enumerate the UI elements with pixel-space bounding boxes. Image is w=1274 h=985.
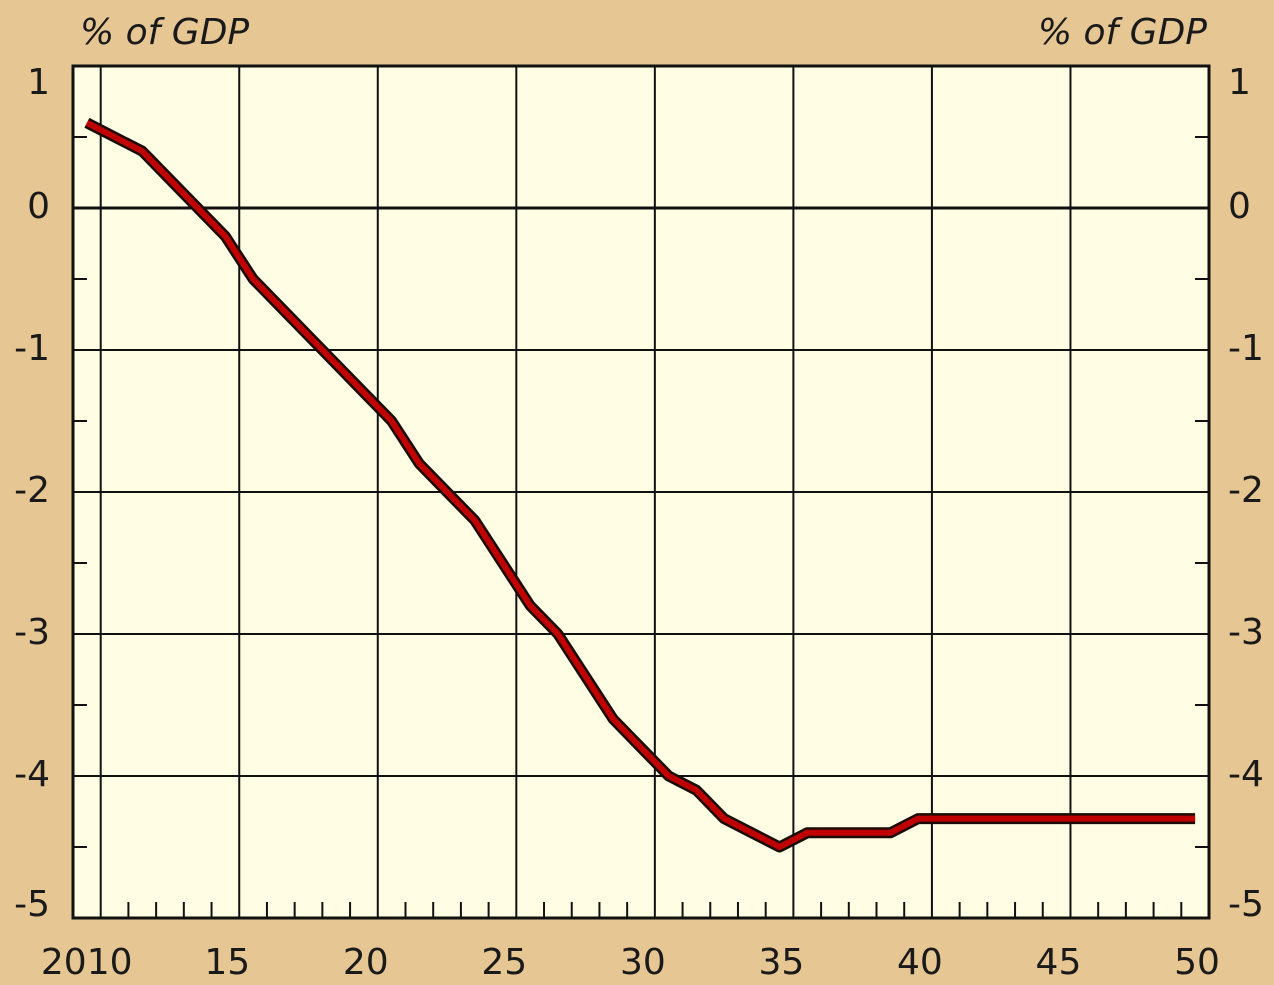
y-tick-label: -3 bbox=[14, 612, 50, 653]
x-tick-label: 2010 bbox=[41, 942, 133, 983]
y2-axis-title: % of GDP bbox=[1038, 12, 1207, 53]
x-tick-label: 25 bbox=[481, 942, 527, 983]
x-tick-label: 15 bbox=[204, 942, 250, 983]
x-tick-label: 45 bbox=[1036, 942, 1082, 983]
series-line bbox=[85, 120, 1196, 850]
y-tick-label: 0 bbox=[27, 186, 50, 227]
y-tick-label: -2 bbox=[14, 470, 50, 511]
x-tick-label: 50 bbox=[1174, 942, 1220, 983]
y2-tick-label: 1 bbox=[1228, 62, 1251, 103]
x-tick-label: 35 bbox=[758, 942, 804, 983]
y2-tick-label: -4 bbox=[1228, 754, 1264, 795]
y-tick-label: -1 bbox=[14, 328, 50, 369]
y2-tick-label: 0 bbox=[1228, 186, 1251, 227]
x-tick-label: 30 bbox=[620, 942, 666, 983]
y-tick-label: 1 bbox=[27, 62, 50, 103]
x-tick-label: 40 bbox=[897, 942, 943, 983]
x-tick-label: 20 bbox=[343, 942, 389, 983]
plot-frame bbox=[71, 64, 1211, 920]
y2-tick-label: -2 bbox=[1228, 470, 1264, 511]
y2-tick-label: -5 bbox=[1228, 884, 1264, 925]
y-tick-label: -5 bbox=[14, 884, 50, 925]
y-tick-label: -4 bbox=[14, 754, 50, 795]
y-axis-title: % of GDP bbox=[80, 12, 249, 53]
y2-tick-label: -1 bbox=[1228, 328, 1264, 369]
y2-tick-label: -3 bbox=[1228, 612, 1264, 653]
